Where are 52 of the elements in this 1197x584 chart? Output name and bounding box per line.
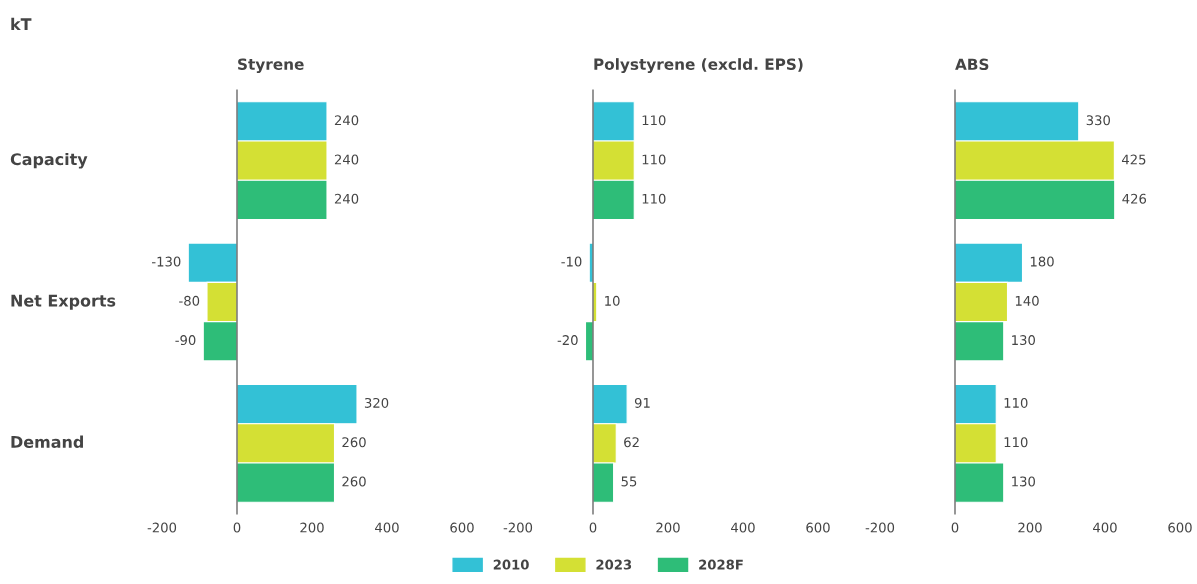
chart-title: Styrene xyxy=(238,58,304,74)
data-label: 110 xyxy=(642,193,666,204)
data-label: -130 xyxy=(152,256,181,267)
data-label: 330 xyxy=(1086,115,1110,126)
data-label: 110 xyxy=(1004,437,1028,448)
x-tick-label: 600 xyxy=(1168,522,1192,533)
x-tick-label: 600 xyxy=(450,522,474,533)
data-label: 110 xyxy=(1004,397,1028,408)
data-label: 426 xyxy=(1122,193,1147,204)
data-label: 10 xyxy=(605,295,620,306)
x-tick-label: 600 xyxy=(806,522,830,533)
data-label: -90 xyxy=(175,335,196,346)
legend-label: 2023 xyxy=(596,559,632,570)
y-tick-label: Net Exports xyxy=(11,294,116,310)
legend-label: 2010 xyxy=(493,559,529,570)
x-tick-label: 200 xyxy=(300,522,324,533)
x-tick-label: 0 xyxy=(589,522,597,533)
data-label: 91 xyxy=(634,397,650,408)
data-label: 130 xyxy=(1012,335,1035,346)
y-tick-label: Capacity xyxy=(10,152,88,169)
x-tick-label: 200 xyxy=(656,522,680,533)
x-tick-label: 400 xyxy=(1093,522,1117,533)
data-label: -20 xyxy=(557,335,578,346)
data-label: 240 xyxy=(334,193,359,204)
chart-title: ABS xyxy=(955,58,989,71)
data-label: 55 xyxy=(621,476,637,487)
data-label: 260 xyxy=(342,437,366,448)
legend-label: 2028F xyxy=(699,559,743,570)
x-tick-label: -200 xyxy=(147,522,177,533)
chart-title: Polystyrene (excld. EPS) xyxy=(594,58,803,74)
data-label: 320 xyxy=(364,397,389,408)
x-tick-label: 0 xyxy=(951,522,959,533)
x-tick-label: -200 xyxy=(865,522,895,533)
data-label: 425 xyxy=(1121,154,1146,165)
x-tick-label: 400 xyxy=(731,522,755,533)
data-label: 130 xyxy=(1012,476,1035,487)
data-label: -80 xyxy=(179,295,200,306)
data-label: 62 xyxy=(624,437,639,448)
y-tick-label: Demand xyxy=(11,435,83,448)
data-label: 240 xyxy=(334,115,359,126)
x-tick-label: 0 xyxy=(233,522,241,533)
x-tick-label: 400 xyxy=(375,522,399,533)
x-tick-label: 200 xyxy=(1018,522,1042,533)
data-label: 110 xyxy=(642,154,666,165)
x-tick-label: -200 xyxy=(503,522,533,533)
data-label: 140 xyxy=(1015,295,1039,306)
data-label: 110 xyxy=(642,115,666,126)
data-label: 260 xyxy=(342,476,366,487)
data-label: 240 xyxy=(334,154,359,165)
data-label: 180 xyxy=(1030,256,1054,267)
data-label: -10 xyxy=(561,256,582,267)
text: kT xyxy=(11,17,32,30)
